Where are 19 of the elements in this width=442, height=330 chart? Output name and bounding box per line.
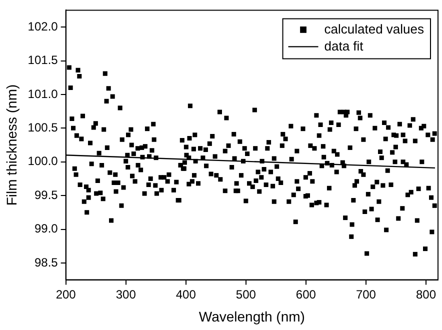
- y-tick-label: 100.5: [28, 120, 58, 134]
- y-tick-label: 99.5: [34, 188, 58, 202]
- x-tick-label: 500: [236, 287, 256, 302]
- y-tick-label: 101.5: [28, 53, 58, 68]
- y-tick-label: 100.0: [28, 154, 58, 168]
- legend-label: data fit: [324, 38, 364, 54]
- x-tick-label: 300: [116, 287, 136, 302]
- x-tick-label: 200: [56, 287, 76, 302]
- x-tick-label: 800: [416, 287, 436, 302]
- x-tick-label: 700: [356, 287, 376, 302]
- x-tick-label: 400: [176, 287, 196, 302]
- legend-label: calculated values: [324, 21, 424, 36]
- y-axis-title: Film thickness (nm): [3, 84, 20, 206]
- x-axis-title: Wavelength (nm): [198, 308, 305, 324]
- y-tick-label: 98.5: [34, 255, 58, 270]
- y-tick-label: 101.0: [28, 86, 58, 101]
- y-tick-label: 102.0: [28, 19, 58, 34]
- x-tick-label: 600: [296, 287, 316, 302]
- y-tick-label: 99.0: [34, 222, 58, 236]
